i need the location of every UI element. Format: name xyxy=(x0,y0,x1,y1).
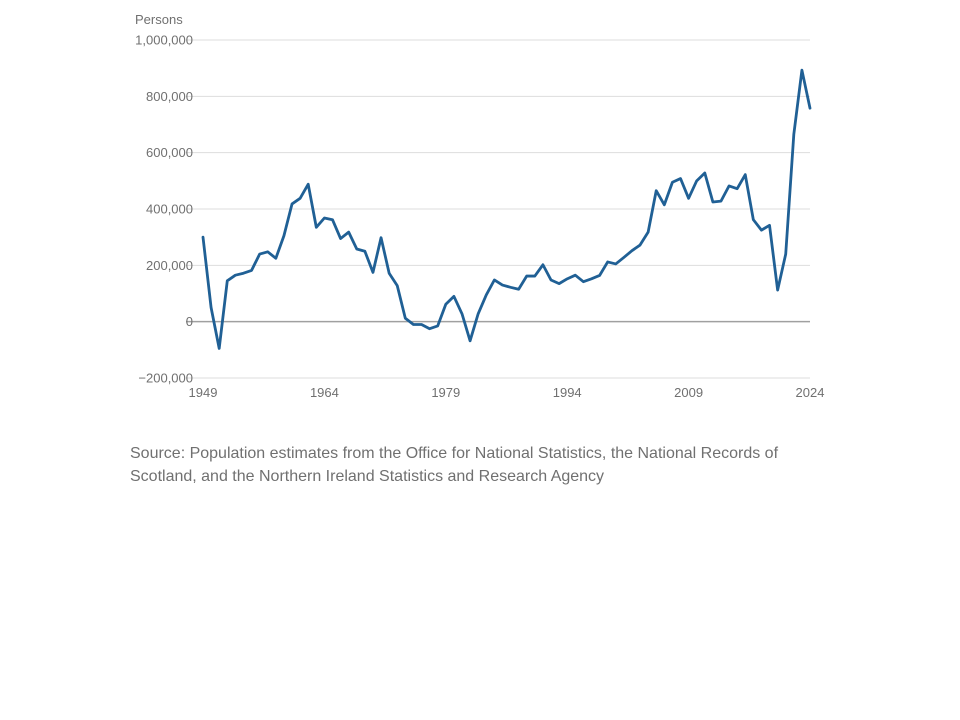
y-tick-label: −200,000 xyxy=(138,371,193,386)
x-tick-label: 1949 xyxy=(189,385,218,400)
y-tick-label: 800,000 xyxy=(146,89,193,104)
x-tick-label: 1994 xyxy=(553,385,582,400)
series-layer xyxy=(201,68,812,350)
y-tick-label: 200,000 xyxy=(146,258,193,273)
y-tick-label: 0 xyxy=(186,314,193,329)
y-tick-label: 600,000 xyxy=(146,145,193,160)
y-axis-title: Persons xyxy=(135,12,183,27)
x-tick-label: 2009 xyxy=(674,385,703,400)
y-axis-tick-labels: −200,000 0 200,000 400,000 600,000 800,000 1,0… xyxy=(135,33,193,386)
x-tick-label: 1964 xyxy=(310,385,339,400)
source-note: Source: Population estimates from the Of… xyxy=(130,445,779,485)
x-axis-tick-labels: 1949 1964 1979 1994 2009 2024 xyxy=(189,385,825,400)
y-tick-label: 1,000,000 xyxy=(135,33,193,48)
y-tick-label: 400,000 xyxy=(146,202,193,217)
x-tick-label: 2024 xyxy=(796,385,825,400)
series-line xyxy=(201,68,812,350)
gridlines xyxy=(186,39,810,379)
x-tick-label: 1979 xyxy=(431,385,460,400)
